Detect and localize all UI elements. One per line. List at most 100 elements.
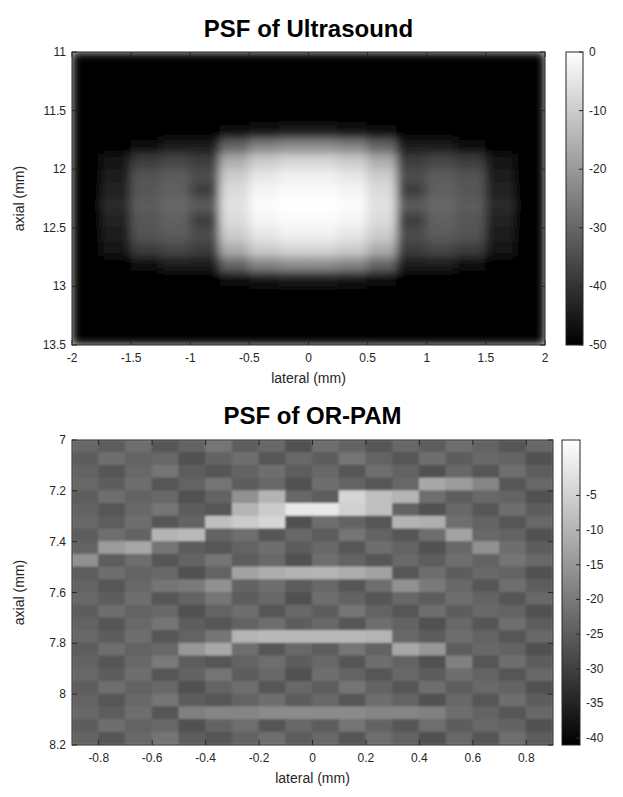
cell xyxy=(285,579,313,593)
cell xyxy=(419,732,447,745)
cell xyxy=(152,719,180,733)
cell xyxy=(72,183,102,199)
cell xyxy=(232,567,260,581)
cell xyxy=(125,554,153,568)
cell xyxy=(426,183,457,199)
cell xyxy=(338,213,369,229)
cell xyxy=(446,668,474,682)
cell xyxy=(392,440,420,453)
cell xyxy=(515,110,545,126)
cell xyxy=(515,315,545,331)
cell xyxy=(190,154,221,170)
x-tick-label: 0 xyxy=(305,351,312,365)
cell xyxy=(152,694,180,708)
cell xyxy=(526,681,553,695)
cell xyxy=(485,271,516,287)
cell xyxy=(178,528,206,542)
cell xyxy=(339,503,367,517)
cell xyxy=(125,465,153,479)
cell xyxy=(472,579,500,593)
cell xyxy=(392,465,420,479)
cell xyxy=(125,694,153,708)
cell xyxy=(72,242,102,258)
cell xyxy=(98,706,126,720)
cell xyxy=(426,330,457,345)
cell xyxy=(98,567,126,581)
cell xyxy=(249,110,280,126)
cell xyxy=(205,579,233,593)
cell xyxy=(308,315,339,331)
cell xyxy=(205,478,233,492)
cell xyxy=(397,271,428,287)
cell xyxy=(485,286,516,302)
cell xyxy=(219,66,250,82)
cell xyxy=(101,125,132,141)
cell xyxy=(72,315,102,331)
cell xyxy=(101,242,132,258)
cell xyxy=(365,452,393,466)
cell xyxy=(98,732,126,745)
cell xyxy=(308,330,339,345)
cell xyxy=(392,490,420,504)
cell xyxy=(446,528,474,542)
cell xyxy=(485,183,516,199)
cell xyxy=(419,643,447,657)
cell xyxy=(456,301,487,317)
cell xyxy=(101,286,132,302)
cell xyxy=(232,528,260,542)
cell xyxy=(259,478,287,492)
cell xyxy=(98,528,126,542)
cell xyxy=(178,694,206,708)
cell xyxy=(419,440,447,453)
cell xyxy=(72,452,99,466)
cell xyxy=(456,139,487,155)
cell xyxy=(485,125,516,141)
cell xyxy=(308,257,339,273)
cell xyxy=(160,52,191,67)
cell xyxy=(397,198,428,214)
cell xyxy=(125,681,153,695)
cell xyxy=(219,227,250,243)
cell xyxy=(499,503,527,517)
cell xyxy=(178,592,206,606)
cell xyxy=(278,183,309,199)
cell xyxy=(285,554,313,568)
cell xyxy=(472,605,500,619)
cell xyxy=(285,656,313,670)
cell xyxy=(446,567,474,581)
cell xyxy=(285,465,313,479)
cell xyxy=(472,554,500,568)
cell xyxy=(526,592,553,606)
cell xyxy=(205,452,233,466)
cell xyxy=(485,198,516,214)
cell xyxy=(365,579,393,593)
cell xyxy=(249,286,280,302)
cell xyxy=(125,440,153,453)
cell xyxy=(232,579,260,593)
cell xyxy=(178,567,206,581)
cell xyxy=(472,452,500,466)
x-tick-label: -0.4 xyxy=(195,751,216,765)
cell xyxy=(98,617,126,631)
cell xyxy=(397,257,428,273)
y-tick-label: 7.8 xyxy=(49,636,66,650)
cell xyxy=(131,315,162,331)
cell xyxy=(72,528,99,542)
cell xyxy=(190,110,221,126)
cell xyxy=(338,271,369,287)
cell xyxy=(312,694,340,708)
x-tick xyxy=(249,52,250,57)
cell xyxy=(259,732,287,745)
cell xyxy=(249,183,280,199)
cell xyxy=(160,198,191,214)
cell xyxy=(446,694,474,708)
title: PSF of Ultrasound xyxy=(204,15,413,42)
cell xyxy=(101,227,132,243)
cell xyxy=(160,213,191,229)
cell xyxy=(426,154,457,170)
cell xyxy=(178,554,206,568)
cell xyxy=(392,554,420,568)
cell xyxy=(219,301,250,317)
cell xyxy=(472,567,500,581)
cell xyxy=(249,242,280,258)
